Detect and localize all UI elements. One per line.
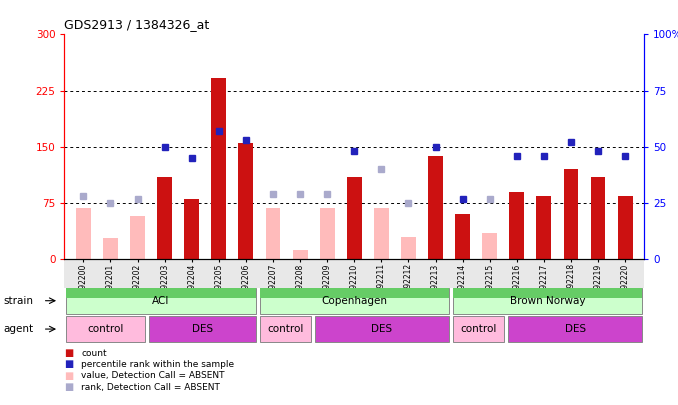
Bar xyxy=(103,238,118,259)
Text: control: control xyxy=(460,324,497,334)
Text: Brown Norway: Brown Norway xyxy=(510,296,585,306)
Bar xyxy=(374,208,388,259)
Bar xyxy=(618,196,633,259)
Bar xyxy=(347,177,361,259)
Bar xyxy=(591,177,605,259)
Bar xyxy=(320,208,335,259)
Text: DES: DES xyxy=(192,324,213,334)
Bar xyxy=(536,196,551,259)
Bar xyxy=(184,199,199,259)
Bar xyxy=(401,237,416,259)
Text: agent: agent xyxy=(3,324,33,334)
Text: ACI: ACI xyxy=(153,296,170,306)
Text: ■: ■ xyxy=(64,371,74,381)
Bar xyxy=(239,143,254,259)
Text: ■: ■ xyxy=(64,382,74,392)
Text: DES: DES xyxy=(565,324,586,334)
Text: strain: strain xyxy=(3,296,33,306)
Text: Copenhagen: Copenhagen xyxy=(321,296,387,306)
Text: control: control xyxy=(267,324,304,334)
Text: DES: DES xyxy=(372,324,393,334)
Bar xyxy=(130,216,145,259)
Bar xyxy=(266,208,281,259)
Bar xyxy=(563,169,578,259)
Text: GDS2913 / 1384326_at: GDS2913 / 1384326_at xyxy=(64,18,210,31)
Text: ■: ■ xyxy=(64,360,74,369)
Bar xyxy=(428,156,443,259)
Text: ■: ■ xyxy=(64,348,74,358)
Text: count: count xyxy=(81,349,107,358)
Bar xyxy=(482,233,497,259)
Text: percentile rank within the sample: percentile rank within the sample xyxy=(81,360,235,369)
Bar xyxy=(293,250,308,259)
Bar xyxy=(212,78,226,259)
Text: value, Detection Call = ABSENT: value, Detection Call = ABSENT xyxy=(81,371,225,380)
Bar xyxy=(76,208,91,259)
Text: rank, Detection Call = ABSENT: rank, Detection Call = ABSENT xyxy=(81,383,220,392)
Bar xyxy=(157,177,172,259)
Bar xyxy=(509,192,524,259)
Text: control: control xyxy=(87,324,124,334)
Bar xyxy=(455,214,470,259)
